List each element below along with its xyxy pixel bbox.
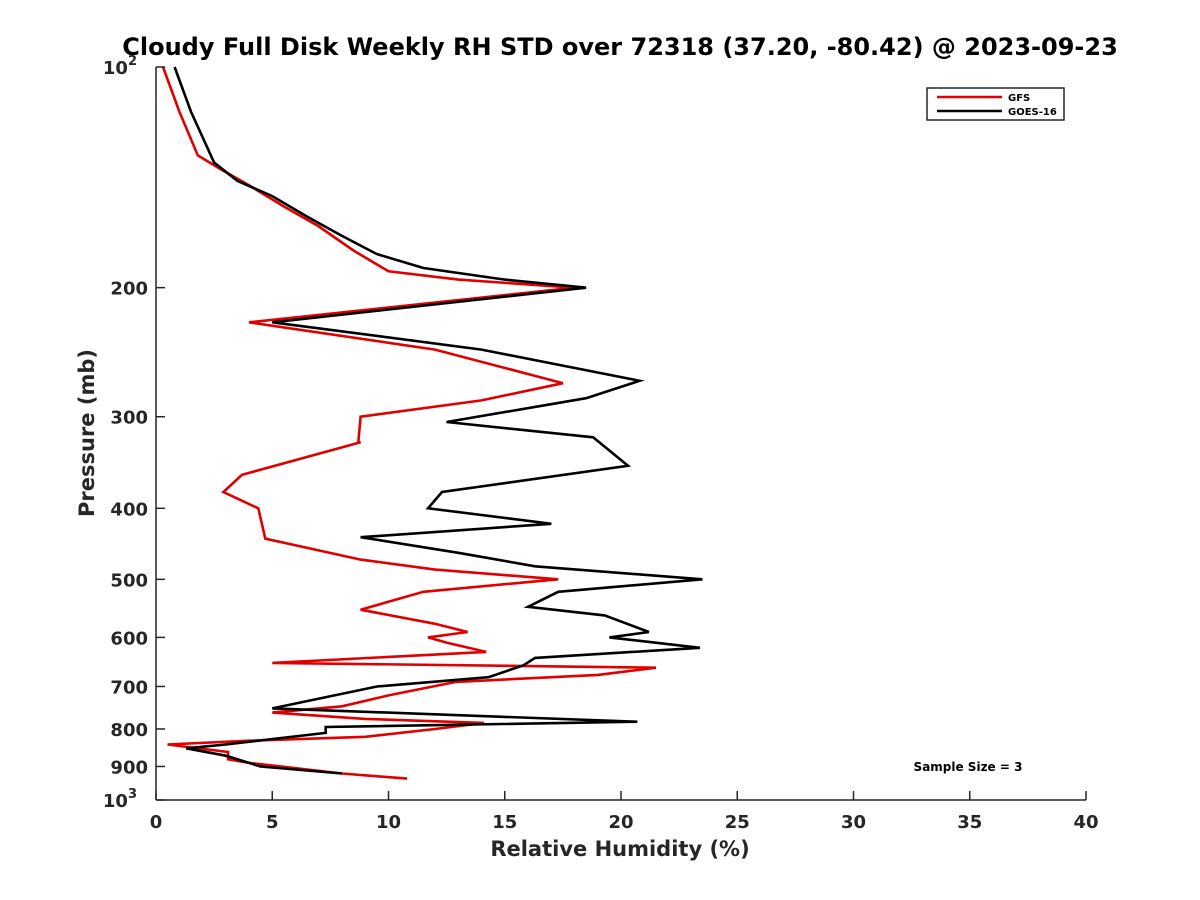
legend: GFS GOES-16	[926, 87, 1065, 121]
y-tick-label: 102	[103, 54, 137, 79]
sample-size-annotation: Sample Size = 3	[914, 760, 1023, 774]
x-tick-label: 20	[608, 812, 633, 833]
series-layer	[161, 66, 703, 780]
y-tick-label: 500	[110, 570, 148, 591]
y-tick-label: 800	[110, 720, 148, 741]
x-axis-label: Relative Humidity (%)	[490, 837, 749, 861]
x-tick-label: 35	[957, 812, 982, 833]
x-tick-label: 10	[376, 812, 401, 833]
x-tick-label: 30	[841, 812, 866, 833]
legend-entry: GFS	[1008, 93, 1030, 104]
y-tick-label: 400	[110, 499, 148, 520]
series-line-gfs	[161, 66, 657, 780]
chart-title: Cloudy Full Disk Weekly RH STD over 7231…	[122, 33, 1118, 61]
y-tick-label: 900	[110, 757, 148, 778]
x-tick-label: 40	[1073, 812, 1098, 833]
y-tick-label: 300	[110, 408, 148, 429]
axes-layer: 0 5 10 15 20 25 30 35 40 102 200 300 400 500 600 700 800…	[103, 54, 1099, 833]
x-tick-label: 0	[150, 812, 163, 833]
x-tick-label: 5	[266, 812, 279, 833]
y-tick-label: 200	[110, 279, 148, 300]
y-axis-label: Pressure (mb)	[75, 349, 99, 517]
x-tick-label: 25	[725, 812, 750, 833]
x-tick-label: 15	[492, 812, 517, 833]
series-line-goes-16	[173, 66, 703, 775]
y-tick-label: 103	[103, 787, 137, 812]
y-tick-label: 600	[110, 628, 148, 649]
y-tick-label: 700	[110, 677, 148, 698]
legend-box	[926, 87, 1065, 121]
legend-entry: GOES-16	[1008, 107, 1057, 118]
